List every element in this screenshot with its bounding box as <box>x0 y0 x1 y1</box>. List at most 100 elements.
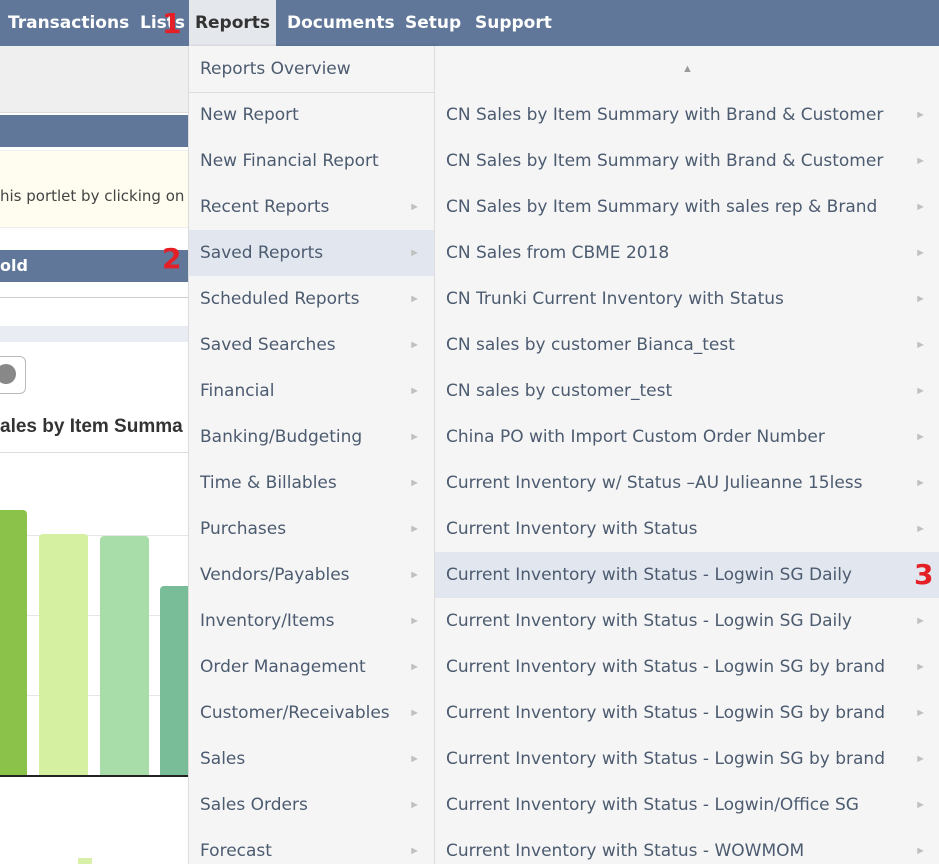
reports-menu-item[interactable]: Inventory/Items► <box>189 598 434 644</box>
submenu-arrow-icon: ► <box>409 322 420 368</box>
saved-report-item-label: CN sales by customer Bianca_test <box>446 322 735 368</box>
submenu-arrow-icon: ► <box>915 828 926 864</box>
saved-report-item-label: China PO with Import Custom Order Number <box>446 414 825 460</box>
portlet-hint-text: his portlet by clicking on t <box>0 187 195 205</box>
saved-report-item-label: Current Inventory with Status - WOWMOM <box>446 828 804 864</box>
saved-report-item[interactable]: China PO with Import Custom Order Number… <box>435 414 939 460</box>
submenu-arrow-icon: ► <box>915 276 926 322</box>
saved-report-item-label: CN Sales by Item Summary with Brand & Cu… <box>446 92 883 138</box>
nav-transactions[interactable]: Transactions <box>8 0 129 46</box>
portlet-header <box>0 115 188 147</box>
saved-report-item[interactable]: CN Trunki Current Inventory with Status ► <box>435 276 939 322</box>
sold-portlet-header <box>0 250 188 282</box>
submenu-arrow-icon: ► <box>915 138 926 184</box>
reports-menu-item-label: Time & Billables <box>200 460 337 506</box>
submenu-arrow-icon: ► <box>409 828 420 864</box>
portlet-input[interactable] <box>0 297 190 327</box>
saved-report-item[interactable]: Current Inventory with Status - Logwin S… <box>435 598 939 644</box>
saved-report-item[interactable]: CN Sales by Item Summary with sales rep … <box>435 184 939 230</box>
saved-report-item-label: CN Sales by Item Summary with sales rep … <box>446 184 877 230</box>
reports-menu-item[interactable]: New Report <box>189 92 434 138</box>
reports-menu-item[interactable]: Purchases ► <box>189 506 434 552</box>
reports-menu-item[interactable]: Banking/Budgeting► <box>189 414 434 460</box>
reports-menu-item-label: Forecast <box>200 828 272 864</box>
saved-report-item[interactable]: CN Sales by Item Summary with Brand & Cu… <box>435 92 939 138</box>
reports-menu-item-label: Purchases <box>200 506 286 552</box>
reports-menu-item-label: Customer/Receivables <box>200 690 390 736</box>
saved-report-item-label: CN sales by customer_test <box>446 368 672 414</box>
saved-report-item[interactable]: Current Inventory with Status - Logwin/O… <box>435 782 939 828</box>
chart-bar <box>0 510 27 775</box>
saved-report-item-label: Current Inventory with Status - Logwin S… <box>446 736 885 782</box>
saved-report-item[interactable]: CN sales by customer Bianca_test ► <box>435 322 939 368</box>
reports-menu-item-label: Recent Reports <box>200 184 329 230</box>
step-marker-2: 2 <box>162 245 181 273</box>
submenu-arrow-icon: ► <box>409 506 420 552</box>
reports-menu-item[interactable]: Financial► <box>189 368 434 414</box>
reports-menu-item[interactable]: Time & Billables ► <box>189 460 434 506</box>
saved-report-item[interactable]: CN Sales by Item Summary with Brand & Cu… <box>435 138 939 184</box>
reports-menu-item[interactable]: New Financial Report <box>189 138 434 184</box>
submenu-arrow-icon: ► <box>409 460 420 506</box>
reports-menu-item-label: New Financial Report <box>200 138 379 184</box>
saved-report-item[interactable]: Current Inventory with Status - Logwin S… <box>435 736 939 782</box>
saved-report-item[interactable]: CN Sales from CBME 2018► <box>435 230 939 276</box>
saved-report-item-label: Current Inventory with Status - Logwin/O… <box>446 782 859 828</box>
reports-menu-item[interactable]: Sales► <box>189 736 434 782</box>
legend-swatch <box>78 858 92 864</box>
saved-report-item[interactable]: Current Inventory with Status - WOWMOM ► <box>435 828 939 864</box>
reports-menu-item-label: Vendors/Payables <box>200 552 350 598</box>
saved-report-item[interactable]: Current Inventory w/ Status –AU Julieann… <box>435 460 939 506</box>
saved-report-item-label: CN Trunki Current Inventory with Status <box>446 276 784 322</box>
saved-report-item-label: CN Sales from CBME 2018 <box>446 230 669 276</box>
scroll-up-arrow-icon[interactable]: ▲ <box>435 46 939 92</box>
reports-menu-item[interactable]: Forecast ► <box>189 828 434 864</box>
saved-report-item[interactable]: Current Inventory with Status - Logwin S… <box>435 552 939 598</box>
saved-report-item[interactable]: CN sales by customer_test► <box>435 368 939 414</box>
reports-menu-item[interactable]: Customer/Receivables► <box>189 690 434 736</box>
submenu-arrow-icon: ► <box>409 598 420 644</box>
step-marker-1: 1 <box>162 10 181 38</box>
chart-title: ales by Item Summa <box>0 416 183 438</box>
reports-menu-item[interactable]: Order Management ► <box>189 644 434 690</box>
reports-menu-item-label: Order Management <box>200 644 366 690</box>
submenu-arrow-icon: ► <box>915 322 926 368</box>
saved-report-item-label: Current Inventory with Status <box>446 506 698 552</box>
submenu-arrow-icon: ► <box>915 598 926 644</box>
submenu-arrow-icon: ► <box>409 184 420 230</box>
nav-support[interactable]: Support <box>475 0 552 46</box>
saved-report-item[interactable]: Current Inventory with Status - Logwin S… <box>435 644 939 690</box>
reports-menu-item-label: New Report <box>200 92 299 138</box>
reports-menu-item[interactable]: Saved Searches► <box>189 322 434 368</box>
saved-report-item[interactable]: Current Inventory with Status - Logwin S… <box>435 690 939 736</box>
saved-report-item-label: Current Inventory w/ Status –AU Julieann… <box>446 460 863 506</box>
reports-menu-item-label: Scheduled Reports <box>200 276 360 322</box>
submenu-arrow-icon: ► <box>409 368 420 414</box>
submenu-arrow-icon: ► <box>915 644 926 690</box>
reports-menu-item-label: Reports Overview <box>200 46 351 92</box>
reports-menu-item[interactable]: Recent Reports ► <box>189 184 434 230</box>
submenu-arrow-icon: ► <box>409 552 420 598</box>
page-toolbar-area <box>0 46 188 113</box>
nav-setup[interactable]: Setup <box>405 0 461 46</box>
submenu-arrow-icon: ► <box>409 230 420 276</box>
submenu-arrow-icon: ► <box>915 690 926 736</box>
reports-menu-item[interactable]: Saved Reports ► <box>189 230 434 276</box>
nav-documents[interactable]: Documents <box>287 0 395 46</box>
reports-menu-item[interactable]: Reports Overview <box>189 46 434 92</box>
chart-x-axis <box>0 775 188 777</box>
menu-separator <box>189 92 434 93</box>
saved-report-item[interactable]: Current Inventory with Status ► <box>435 506 939 552</box>
reports-menu-item-label: Saved Reports <box>200 230 323 276</box>
submenu-arrow-icon: ► <box>915 736 926 782</box>
submenu-arrow-icon: ► <box>915 506 926 552</box>
submenu-arrow-icon: ► <box>409 644 420 690</box>
submenu-arrow-icon: ► <box>409 782 420 828</box>
chart-bar <box>39 534 88 775</box>
reports-menu-item[interactable]: Scheduled Reports► <box>189 276 434 322</box>
chart-gridline <box>0 535 188 536</box>
saved-report-item-label: Current Inventory with Status - Logwin S… <box>446 644 885 690</box>
reports-menu-item[interactable]: Vendors/Payables ► <box>189 552 434 598</box>
nav-reports[interactable]: Reports <box>189 0 276 46</box>
reports-menu-item[interactable]: Sales Orders► <box>189 782 434 828</box>
